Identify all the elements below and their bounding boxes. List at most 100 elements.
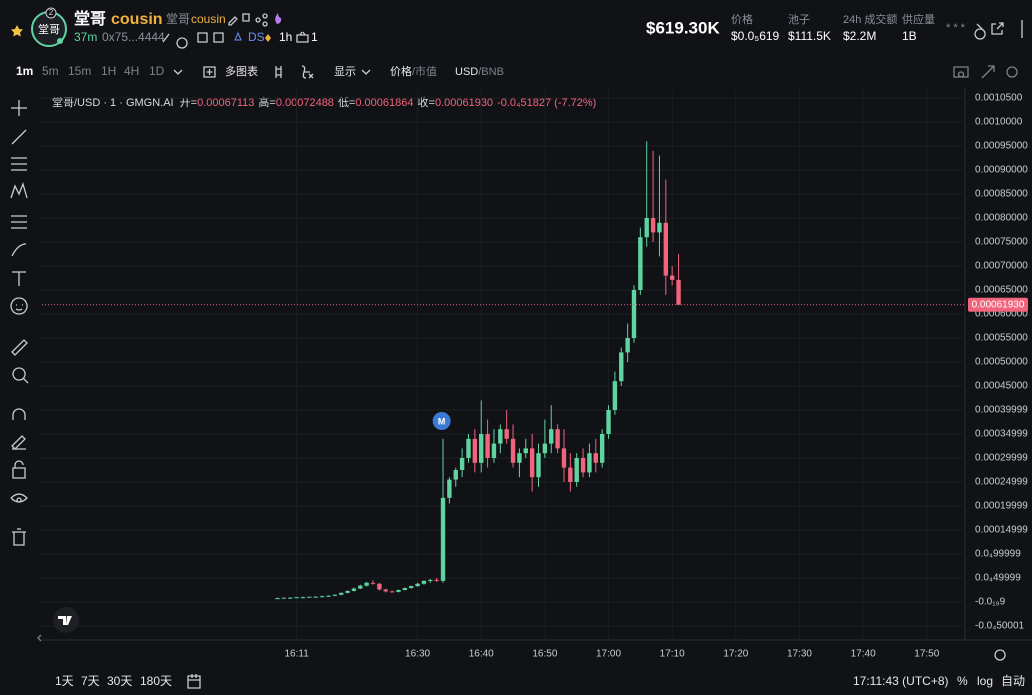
candle-body bbox=[402, 588, 408, 590]
token-age: 37m bbox=[74, 30, 97, 44]
y-tick-label: 0.00039999 bbox=[975, 405, 1028, 416]
candle-body bbox=[472, 438, 478, 463]
y-tick-label: 0.00050000 bbox=[975, 357, 1028, 368]
mode-active[interactable]: 价格 bbox=[390, 64, 412, 78]
interval-button[interactable]: 4H bbox=[124, 64, 139, 78]
candle-body bbox=[415, 583, 420, 587]
social-icons[interactable] bbox=[162, 32, 224, 49]
candle-body bbox=[619, 352, 624, 382]
high-value: 0.00072488 bbox=[276, 97, 334, 109]
candle-body bbox=[421, 580, 427, 584]
y-tick-label: 0.00019999 bbox=[975, 501, 1028, 512]
interval-label: 1h bbox=[279, 30, 292, 44]
candle-body bbox=[370, 582, 376, 584]
plot-area: 0.0010500 0.0010000 0.00095000 0.00090000 0.… bbox=[42, 88, 1032, 660]
interval-button[interactable]: 1H bbox=[101, 64, 116, 78]
drawing-tools[interactable] bbox=[10, 100, 29, 546]
x-tick-label: 16:50 bbox=[532, 649, 557, 660]
candle-body bbox=[536, 453, 541, 478]
chart-actions[interactable] bbox=[953, 65, 1018, 79]
candle-body bbox=[599, 433, 605, 463]
candle-body bbox=[434, 579, 439, 581]
event-marker[interactable] bbox=[432, 412, 451, 430]
candle-body bbox=[466, 438, 471, 458]
candle-body bbox=[574, 457, 579, 482]
percent-toggle[interactable]: % bbox=[957, 674, 968, 688]
currency-toggle[interactable]: USD/BNB bbox=[455, 66, 504, 78]
close-label: 收= bbox=[418, 95, 435, 109]
candle-body bbox=[345, 590, 350, 593]
low-label: 低= bbox=[338, 96, 355, 109]
price-label-box bbox=[968, 297, 1028, 312]
token-address[interactable]: 0x75...4444 bbox=[102, 30, 165, 44]
candle-body bbox=[542, 443, 548, 454]
interval-button[interactable]: 5m bbox=[42, 64, 59, 78]
candle-body bbox=[650, 218, 656, 233]
currency-other[interactable]: /BNB bbox=[478, 66, 504, 78]
mode-other[interactable]: /市值 bbox=[412, 64, 437, 78]
y-tick-label: 0.00065000 bbox=[975, 285, 1028, 296]
candle-body bbox=[383, 589, 388, 592]
interval-button[interactable]: 15m bbox=[68, 64, 91, 78]
x-tick-label: 17:10 bbox=[660, 649, 685, 660]
range-button[interactable]: 30天 bbox=[107, 674, 132, 688]
candle-body bbox=[364, 582, 369, 586]
holder-count: 1 bbox=[311, 30, 318, 44]
goto-date[interactable] bbox=[187, 674, 201, 689]
candle-body bbox=[568, 467, 573, 482]
candle-body bbox=[644, 218, 649, 238]
display-menu[interactable]: 显示 bbox=[334, 65, 356, 78]
more-dots[interactable]: * * * bbox=[946, 22, 966, 34]
x-tick-label: 17:40 bbox=[851, 649, 876, 660]
toolbar-icons[interactable] bbox=[173, 65, 371, 79]
y-tick-label: 0.00060000 bbox=[975, 309, 1028, 320]
candle-body bbox=[657, 222, 662, 233]
clock[interactable]: 17:11:43 (UTC+8) bbox=[853, 674, 949, 688]
collapse-arrow[interactable] bbox=[37, 634, 42, 642]
stat-label: 池子 bbox=[788, 13, 810, 26]
candle-body bbox=[453, 469, 458, 480]
y-tick-label: 0.00014999 bbox=[975, 525, 1028, 536]
currency-active[interactable]: USD bbox=[455, 66, 478, 78]
ds-icon bbox=[234, 31, 242, 41]
candle-body bbox=[561, 448, 567, 468]
close-value: 0.00061930 bbox=[435, 97, 493, 109]
y-tick-label: 0.00080000 bbox=[975, 213, 1028, 224]
header-icons[interactable] bbox=[228, 13, 268, 27]
high-label: 高= bbox=[258, 95, 275, 109]
candle-body bbox=[529, 448, 535, 478]
price-label: 0.00061930 bbox=[972, 299, 1025, 310]
interval-button[interactable]: 1m bbox=[16, 64, 33, 78]
x-tick-label: 17:30 bbox=[787, 649, 812, 660]
favorite-star[interactable] bbox=[11, 25, 23, 37]
y-tick-label: 0.0010500 bbox=[975, 93, 1023, 104]
candle-body bbox=[485, 433, 490, 458]
header-actions[interactable] bbox=[974, 20, 1023, 40]
candle-body bbox=[606, 409, 611, 434]
candle-body bbox=[313, 596, 318, 598]
mode-toggle[interactable]: 价格/市值 bbox=[390, 64, 437, 78]
multi-chart[interactable]: 多图表 bbox=[225, 64, 258, 78]
candle-body bbox=[459, 457, 465, 470]
logo-text: 堂哥 bbox=[38, 23, 60, 36]
logo-badge-text: 2 bbox=[49, 8, 54, 17]
range-button[interactable]: 7天 bbox=[81, 674, 100, 688]
axis-settings[interactable] bbox=[994, 649, 1006, 661]
x-tick-label: 17:20 bbox=[723, 649, 748, 660]
candle-body bbox=[676, 279, 681, 305]
y-tick-label: -0.0₁₉9 bbox=[975, 597, 1006, 608]
interval-buttons: 1m 5m 15m 1H 4H 1D bbox=[16, 64, 165, 78]
ds-label[interactable]: DS bbox=[248, 30, 265, 44]
auto-toggle[interactable]: 自动 bbox=[1001, 674, 1025, 688]
y-tick-label: 0.00029999 bbox=[975, 453, 1028, 464]
open-label: 开= bbox=[180, 97, 197, 109]
candle-body bbox=[517, 453, 522, 463]
log-toggle[interactable]: log bbox=[977, 674, 993, 688]
interval-button[interactable]: 1D bbox=[149, 64, 165, 78]
candle-body bbox=[447, 479, 452, 498]
y-tick-label: 0.00075000 bbox=[975, 237, 1028, 248]
stat-label: 供应量 bbox=[902, 12, 935, 26]
range-button[interactable]: 1天 bbox=[55, 674, 74, 688]
range-button[interactable]: 180天 bbox=[140, 674, 172, 688]
